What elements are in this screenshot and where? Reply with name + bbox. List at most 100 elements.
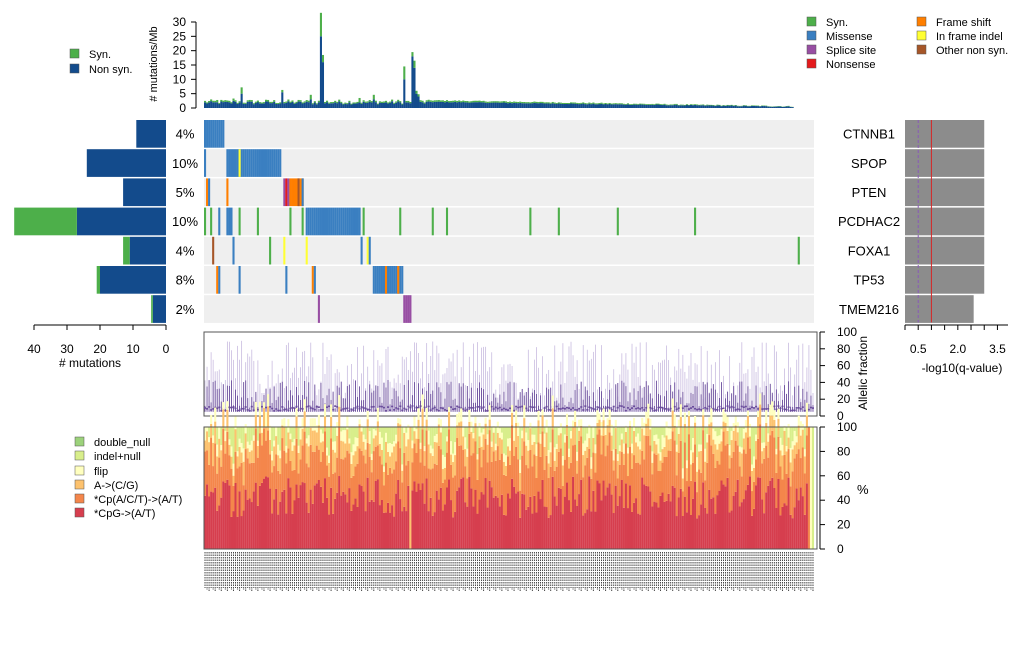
signature-segment	[218, 426, 221, 439]
signature-segment	[250, 450, 253, 463]
top-nonsyn-bar	[421, 102, 424, 108]
allelic-y-tick-label: 100	[837, 325, 857, 339]
allelic-point	[624, 409, 627, 412]
heatmap-cell	[529, 207, 532, 236]
top-syn-bar	[228, 100, 231, 103]
signature-segment	[358, 419, 361, 425]
top-nonsyn-bar	[256, 102, 259, 108]
top-nonsyn-bar	[504, 102, 508, 108]
signature-segment	[698, 515, 701, 549]
signature-segment	[639, 441, 642, 450]
allelic-point	[586, 409, 589, 411]
signature-segment	[323, 416, 327, 432]
signature-segment	[271, 472, 274, 514]
signature-segment	[549, 427, 552, 443]
allelic-point	[273, 410, 276, 412]
signature-segment	[767, 427, 770, 434]
signature-segment	[700, 450, 703, 473]
top-nonsyn-bar	[687, 105, 691, 108]
signature-segment	[753, 508, 756, 549]
signature-segment	[232, 463, 235, 476]
top-nonsyn-bar	[317, 102, 320, 108]
signature-segment	[273, 446, 276, 467]
signature-segment	[616, 478, 619, 506]
top-syn-bar	[232, 98, 235, 101]
signature-segment	[614, 419, 617, 429]
top-nonsyn-bar	[309, 99, 312, 108]
allelic-point	[309, 407, 312, 409]
signature-segment	[742, 449, 745, 500]
signature-segment	[387, 452, 390, 475]
signature-segment	[435, 490, 438, 549]
signature-segment	[622, 427, 625, 444]
top-nonsyn-bar	[254, 102, 257, 108]
signature-segment	[559, 433, 562, 449]
heatmap-cell	[352, 207, 355, 236]
signature-segment	[415, 491, 418, 549]
allelic-point	[378, 405, 381, 408]
top-nonsyn-bar	[663, 104, 666, 108]
signature-segment	[779, 427, 782, 438]
signature-segment	[309, 444, 312, 490]
signature-segment	[242, 461, 245, 486]
signature-segment	[250, 462, 253, 503]
qvalue-bar	[905, 149, 985, 177]
signature-segment	[285, 452, 288, 464]
signature-segment	[553, 427, 556, 448]
signature-segment	[441, 482, 444, 511]
top-nonsyn-bar	[698, 105, 701, 108]
signature-segment	[515, 493, 518, 549]
allelic-point	[748, 407, 751, 410]
left-x-tick-label: 10	[126, 342, 140, 356]
top-nonsyn-bar	[244, 103, 247, 108]
signature-segment	[466, 427, 469, 449]
signature-segment	[234, 452, 237, 483]
heatmap-cell	[431, 207, 434, 236]
signature-segment	[254, 428, 257, 483]
signature-segment	[732, 495, 735, 549]
top-syn-bar	[295, 101, 298, 104]
signature-segment	[545, 432, 548, 456]
heatmap-row-bg	[204, 295, 814, 323]
signature-segment	[384, 462, 388, 513]
signature-segment	[393, 446, 396, 470]
signature-segment	[689, 480, 693, 515]
signature-segment	[405, 511, 408, 549]
signature-segment	[557, 487, 560, 549]
signature-segment	[374, 435, 377, 447]
signature-segment	[801, 429, 804, 448]
signature-segment	[789, 462, 792, 487]
top-nonsyn-bar	[523, 103, 526, 108]
signature-segment	[362, 455, 365, 492]
signature-segment	[704, 427, 707, 449]
top-syn-bar	[624, 103, 627, 105]
signature-segment	[468, 477, 471, 549]
signature-segment	[740, 476, 743, 503]
signature-segment	[631, 511, 634, 549]
top-syn-bar	[631, 104, 634, 105]
signature-segment	[661, 492, 664, 549]
signature-segment	[291, 470, 294, 514]
allelic-point	[277, 409, 280, 412]
signature-segment	[246, 427, 249, 442]
top-nonsyn-bar	[541, 103, 544, 108]
gene-percent-label: 8%	[176, 273, 195, 288]
top-syn-bar	[275, 102, 278, 104]
signature-segment	[256, 457, 259, 506]
signature-segment	[718, 443, 721, 465]
top-nonsyn-bar	[490, 102, 493, 108]
signature-segment	[265, 412, 268, 427]
top-nonsyn-bar	[740, 106, 743, 108]
heatmap-cell	[275, 149, 278, 177]
signature-segment	[482, 494, 485, 549]
signature-segment	[777, 436, 780, 480]
signature-segment	[267, 430, 270, 478]
signature-segment	[232, 511, 235, 549]
heatmap-cell	[228, 149, 231, 177]
top-nonsyn-bar	[279, 103, 282, 108]
signature-segment	[480, 427, 483, 433]
signature-segment	[250, 440, 253, 451]
signature-segment	[696, 492, 699, 519]
signature-segment	[206, 484, 209, 549]
